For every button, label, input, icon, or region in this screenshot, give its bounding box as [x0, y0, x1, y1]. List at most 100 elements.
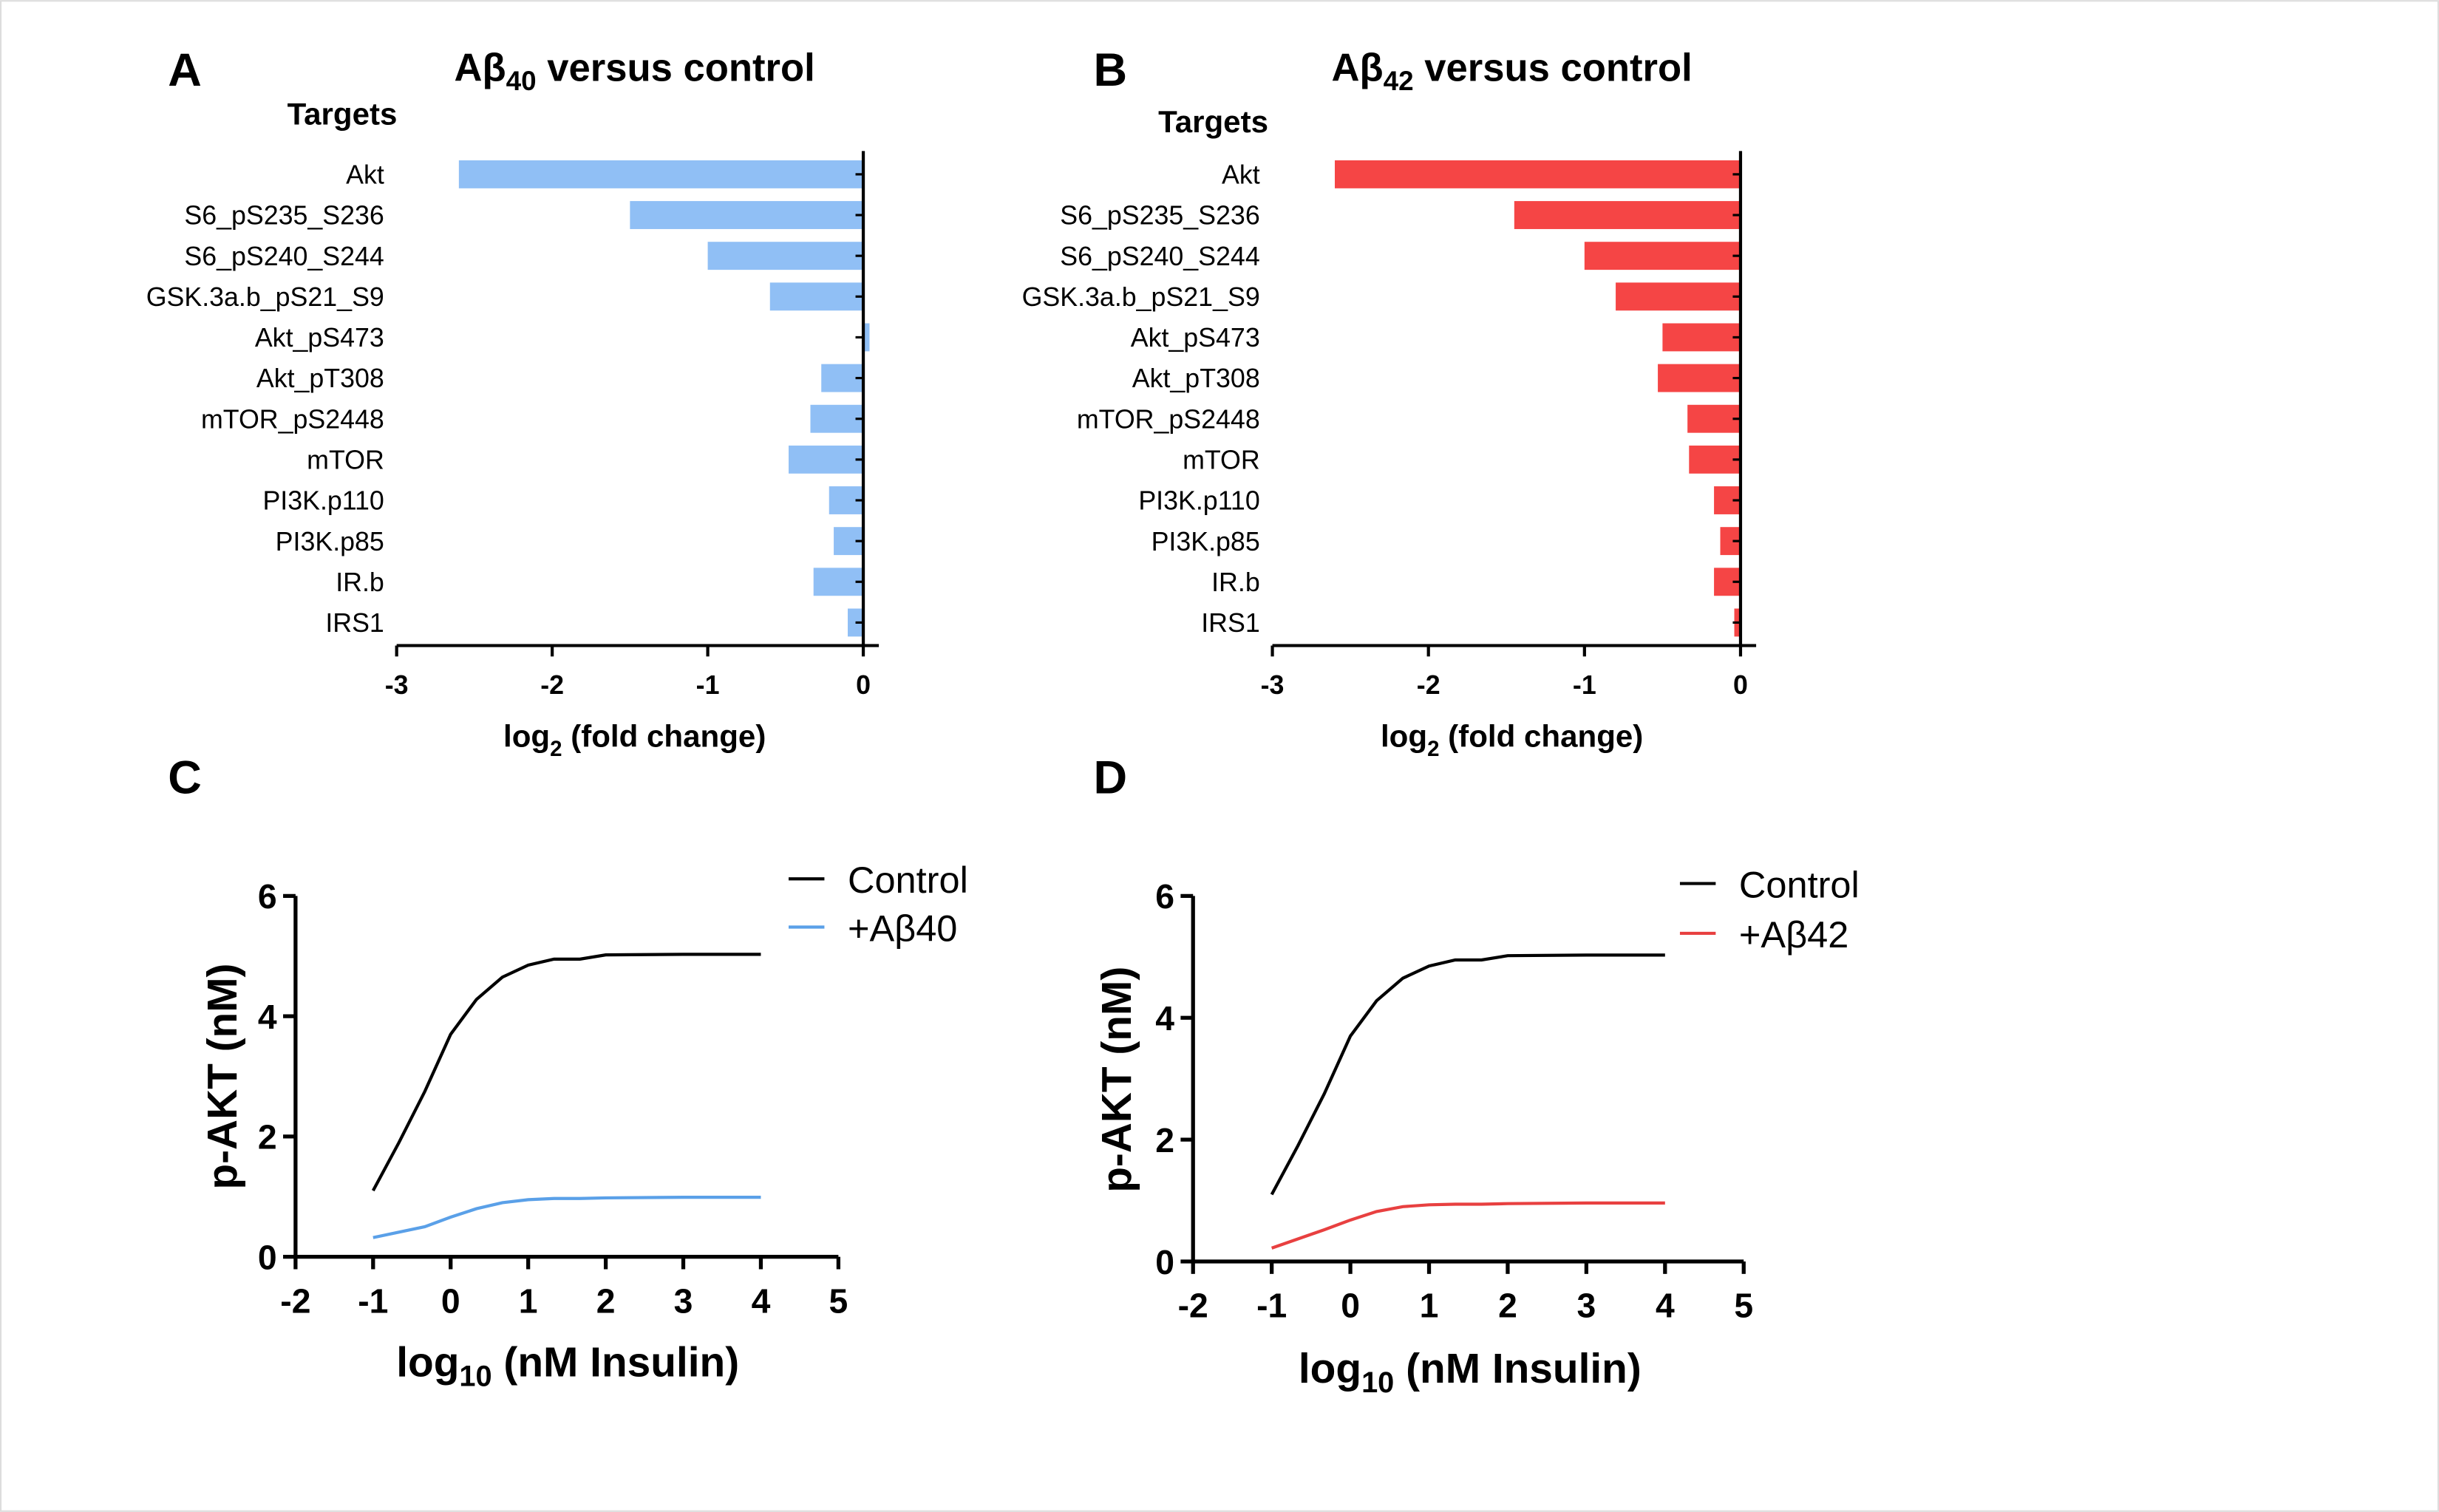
- chart-title-part: versus control: [537, 47, 815, 90]
- category-label: PI3K.p110: [1138, 486, 1259, 516]
- x-axis-title: log10 (nM Insulin): [396, 1340, 739, 1393]
- data-line: [373, 1196, 761, 1239]
- category-label: mTOR: [307, 445, 384, 474]
- bar: [1335, 160, 1741, 188]
- category-label: mTOR: [1183, 445, 1260, 474]
- x-tick-label: -3: [385, 670, 409, 700]
- bar: [707, 242, 864, 270]
- chart-title-part: 40: [506, 66, 537, 96]
- chart-title-part: 42: [1384, 66, 1414, 96]
- chart-title-part: Aβ: [1332, 47, 1384, 90]
- bar: [813, 568, 864, 596]
- panel-label: C: [168, 752, 202, 804]
- category-label: GSK.3a.b_pS21_S9: [146, 282, 384, 312]
- x-axis-title-part: log: [396, 1340, 459, 1386]
- bar: [458, 160, 864, 188]
- chart-title-part: versus control: [1414, 47, 1693, 90]
- x-tick-label: 5: [829, 1281, 848, 1320]
- x-tick-label: -1: [1256, 1287, 1287, 1325]
- data-line: [371, 953, 761, 1192]
- x-tick-label: 2: [1498, 1287, 1517, 1325]
- legend-label: Control: [1739, 864, 1860, 906]
- category-label: S6_pS240_S244: [184, 242, 384, 271]
- legend-label: +Aβ40: [848, 907, 957, 949]
- x-axis-title-part: 2: [550, 737, 562, 761]
- panel-label: A: [168, 44, 202, 96]
- y-tick-label: 4: [258, 998, 277, 1036]
- category-label: mTOR_pS2448: [1077, 404, 1260, 434]
- chart-title: Aβ40 versus control: [455, 47, 815, 97]
- category-label: Akt: [346, 160, 384, 190]
- legend-label: +Aβ42: [1739, 913, 1848, 956]
- category-label: Akt_pS473: [255, 323, 384, 353]
- x-axis-title-part: log: [503, 718, 550, 753]
- bar: [1689, 445, 1741, 474]
- category-label: Akt_pS473: [1131, 323, 1260, 353]
- bar: [863, 323, 870, 352]
- x-axis-title-part: 10: [459, 1360, 491, 1392]
- y-tick-label: 4: [1155, 999, 1174, 1038]
- x-tick-label: -1: [696, 670, 720, 700]
- panel-label: D: [1094, 752, 1128, 804]
- x-tick-label: -2: [280, 1281, 310, 1320]
- category-label: IRS1: [1201, 608, 1260, 638]
- x-axis-title-part: (fold change): [562, 718, 766, 753]
- x-tick-label: -2: [1417, 670, 1440, 700]
- bar: [1658, 364, 1741, 392]
- y-axis-title: p-AKT (nM): [200, 964, 246, 1190]
- panel-label: B: [1094, 44, 1128, 96]
- x-tick-label: 4: [752, 1281, 771, 1320]
- legend-label: Control: [848, 859, 968, 901]
- chart-title: Aβ42 versus control: [1332, 47, 1693, 97]
- y-tick-label: 6: [1155, 877, 1174, 916]
- x-tick-label: -2: [540, 670, 564, 700]
- x-tick-label: 1: [1420, 1287, 1439, 1325]
- bar: [789, 445, 864, 474]
- y-tick-label: 0: [1155, 1243, 1174, 1281]
- x-tick-label: 1: [519, 1281, 538, 1320]
- category-label: PI3K.p85: [276, 527, 384, 556]
- category-label: GSK.3a.b_pS21_S9: [1022, 282, 1260, 312]
- x-tick-label: 3: [1577, 1287, 1596, 1325]
- y-axis-title: Targets: [1158, 104, 1268, 139]
- category-label: S6_pS240_S244: [1060, 242, 1259, 271]
- x-axis-title-part: (nM Insulin): [1394, 1346, 1642, 1392]
- category-label: mTOR_pS2448: [201, 404, 384, 434]
- x-tick-label: 0: [441, 1281, 460, 1320]
- bar: [1514, 201, 1741, 229]
- x-tick-label: 3: [674, 1281, 693, 1320]
- x-axis-title: log2 (fold change): [503, 718, 766, 761]
- x-axis-title-part: log: [1299, 1346, 1361, 1392]
- x-axis-title-part: log: [1381, 718, 1427, 753]
- category-label: IRS1: [325, 608, 384, 638]
- x-tick-label: 4: [1656, 1287, 1675, 1325]
- y-axis-title: p-AKT (nM): [1094, 967, 1140, 1193]
- x-tick-label: -1: [358, 1281, 388, 1320]
- bar: [1662, 323, 1741, 352]
- x-tick-label: -2: [1178, 1287, 1208, 1325]
- category-label: Akt_pT308: [256, 364, 384, 393]
- category-label: S6_pS235_S236: [184, 201, 384, 231]
- y-tick-label: 6: [258, 877, 277, 916]
- bar: [1616, 282, 1741, 311]
- category-label: Akt: [1222, 160, 1260, 190]
- x-tick-label: 5: [1734, 1287, 1753, 1325]
- category-label: IR.b: [1211, 568, 1260, 597]
- x-axis-title-part: (fold change): [1439, 718, 1643, 753]
- x-tick-label: 0: [1341, 1287, 1360, 1325]
- data-line: [1270, 1201, 1665, 1250]
- x-axis-title-part: 10: [1361, 1366, 1394, 1399]
- y-tick-label: 2: [258, 1118, 277, 1157]
- x-tick-label: 2: [596, 1281, 616, 1320]
- y-tick-label: 0: [258, 1239, 277, 1277]
- x-axis-title-part: (nM Insulin): [492, 1340, 740, 1386]
- x-axis-title: log10 (nM Insulin): [1299, 1346, 1642, 1399]
- category-label: S6_pS235_S236: [1060, 201, 1259, 231]
- data-line: [1270, 953, 1665, 1196]
- x-axis-title: log2 (fold change): [1381, 718, 1643, 761]
- category-label: PI3K.p85: [1152, 527, 1260, 556]
- category-label: IR.b: [336, 568, 384, 597]
- x-tick-label: -1: [1573, 670, 1596, 700]
